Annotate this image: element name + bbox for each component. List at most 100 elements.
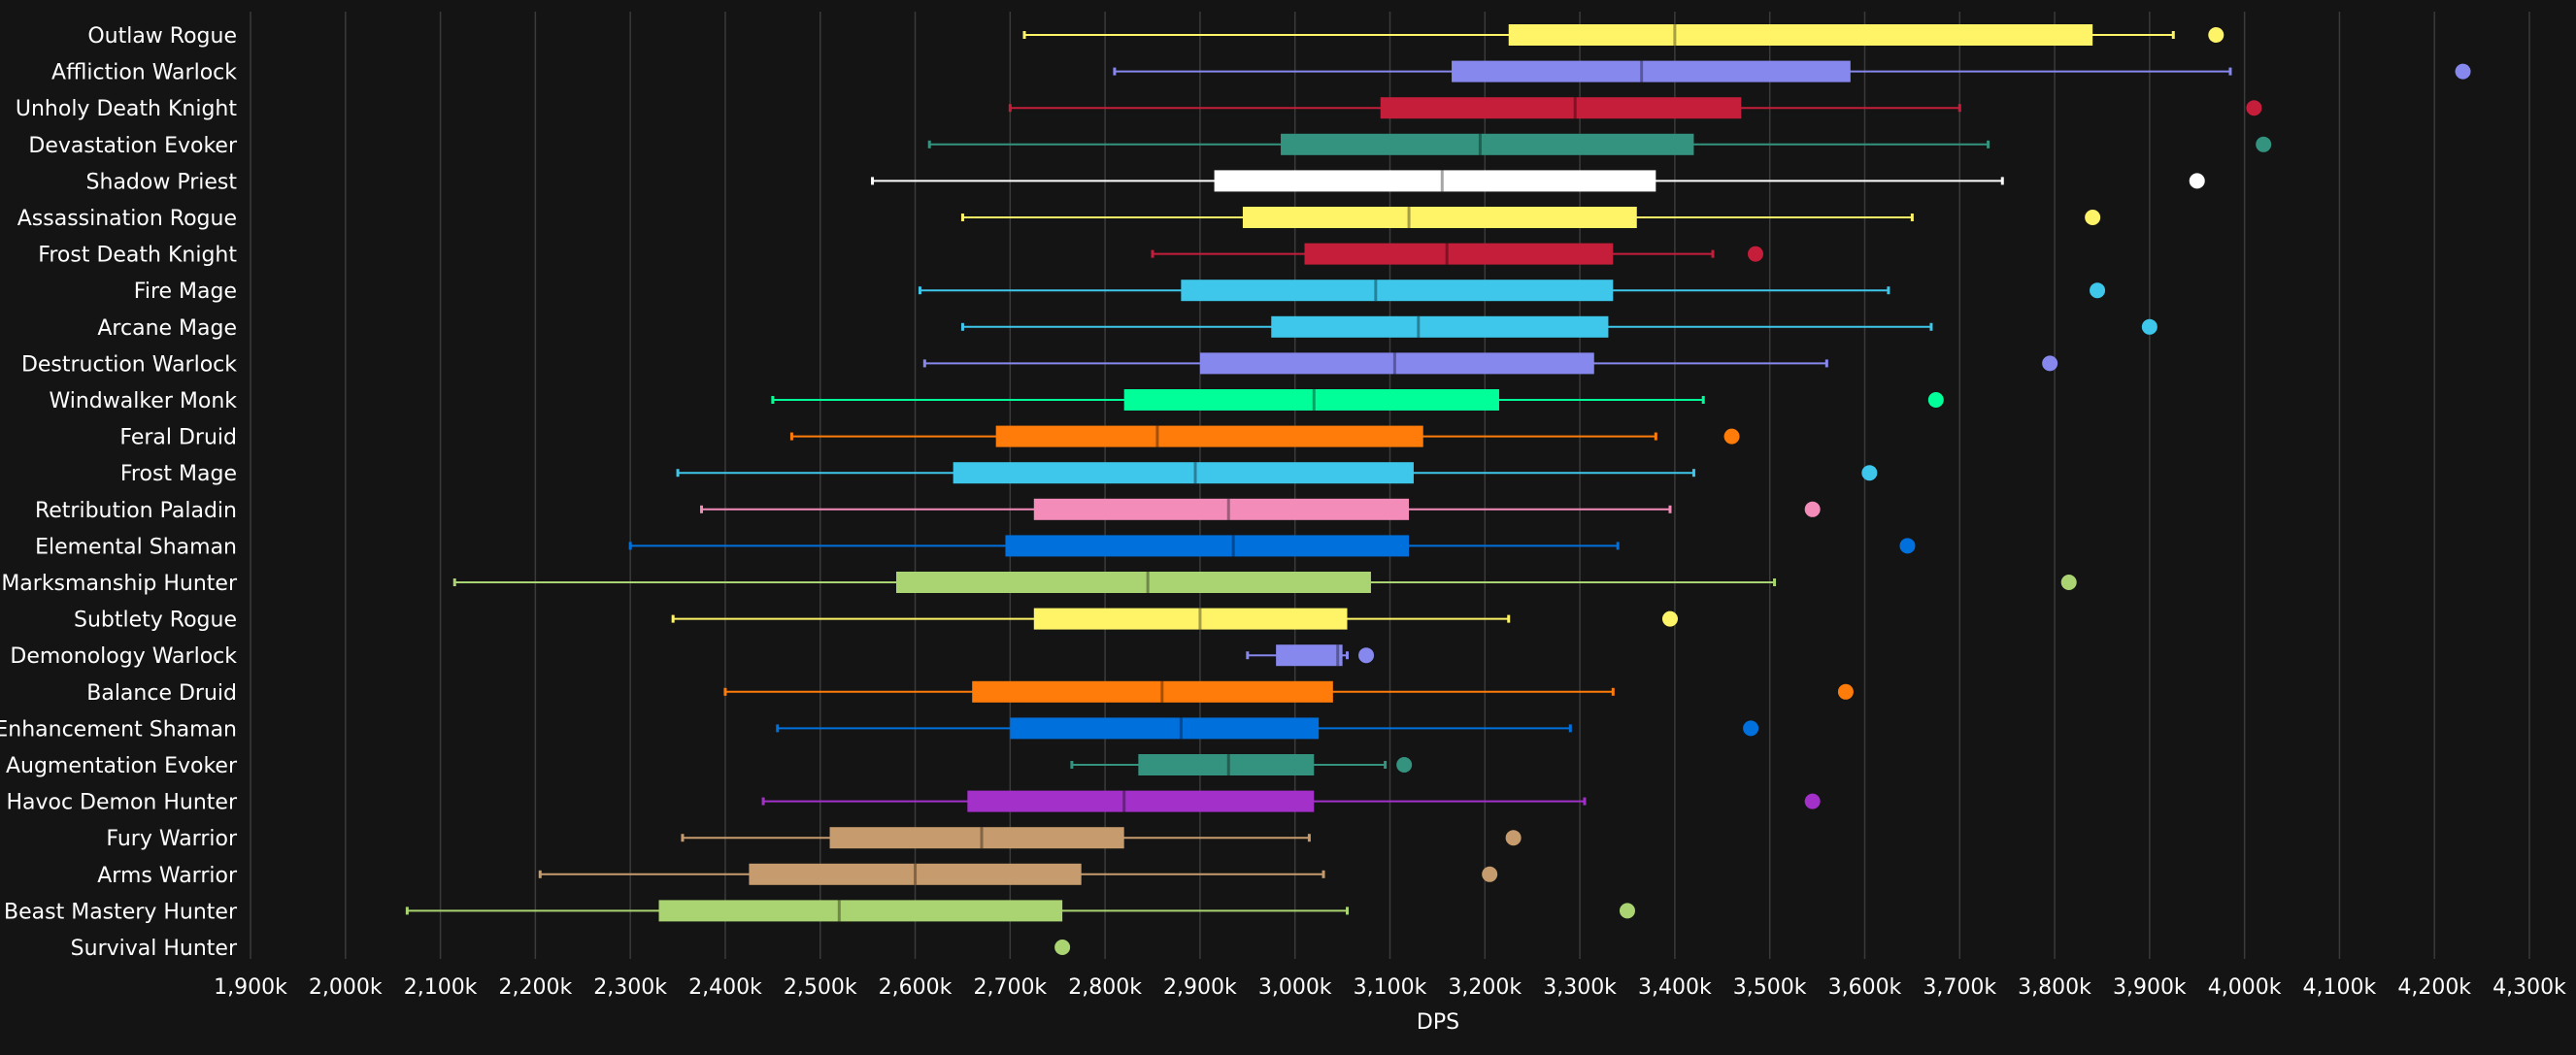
box-fury-warrior <box>681 827 1522 849</box>
x-tick-label: 3,000k <box>1258 975 1332 1000</box>
iqr-box <box>829 827 1124 849</box>
box-fire-mage <box>918 280 2106 302</box>
box-arcane-mage <box>960 315 2158 338</box>
iqr-box <box>1281 133 1694 155</box>
category-label: Arcane Mage <box>97 316 237 341</box>
iqr-box <box>995 425 1423 447</box>
boxes <box>405 24 2471 955</box>
x-tick-label: 3,700k <box>1923 975 1996 1000</box>
outlier-point <box>1482 866 1498 882</box>
iqr-box <box>1123 389 1499 411</box>
iqr-box <box>953 462 1414 484</box>
x-tick-label: 1,900k <box>214 975 287 1000</box>
outlier-point <box>1505 830 1522 846</box>
iqr-box <box>1380 97 1742 119</box>
x-tick-label: 2,100k <box>404 975 478 1000</box>
category-label: Shadow Priest <box>86 170 238 194</box>
outlier-point <box>2256 136 2272 152</box>
category-label: Survival Hunter <box>71 937 238 961</box>
iqr-box <box>895 572 1371 593</box>
category-labels: Outlaw Rogue Affliction Warlock Unholy Dea… <box>0 24 238 961</box>
x-tick-label: 4,100k <box>2303 975 2377 1000</box>
box-retribution-paladin <box>700 498 1821 520</box>
category-label: Marksmanship Hunter <box>1 572 238 596</box>
outlier-point <box>1743 720 1759 737</box>
iqr-box <box>1138 754 1315 775</box>
x-tick-label: 2,000k <box>309 975 383 1000</box>
x-tick-label: 2,500k <box>784 975 857 1000</box>
iqr-box <box>1033 498 1410 520</box>
x-tick-label: 2,600k <box>879 975 953 1000</box>
x-tick-label: 2,700k <box>973 975 1047 1000</box>
outlier-point <box>1899 538 1916 554</box>
category-label: Affliction Warlock <box>51 61 237 85</box>
x-tick-label: 2,200k <box>499 975 573 1000</box>
box-shadow-priest <box>871 170 2205 192</box>
outlier-point <box>1661 610 1678 627</box>
box-arms-warrior <box>538 863 1498 885</box>
outlier-point <box>2189 173 2205 189</box>
iqr-box <box>967 790 1315 812</box>
category-label: Fire Mage <box>134 280 237 304</box>
category-label: Frost Death Knight <box>38 244 237 268</box>
iqr-box <box>749 863 1082 885</box>
outlier-point <box>2085 210 2101 225</box>
box-unholy-death-knight <box>1008 97 2262 119</box>
box-subtlety-rogue <box>671 608 1678 630</box>
outlier-point <box>1804 501 1821 517</box>
iqr-box <box>1271 315 1609 338</box>
iqr-box <box>1452 60 1851 82</box>
outlier-point <box>1723 428 1740 445</box>
outlier-point <box>1804 793 1821 809</box>
box-demonology-warlock <box>1246 644 1375 667</box>
category-label: Balance Druid <box>86 681 237 706</box>
category-label: Frost Mage <box>120 462 237 486</box>
x-tick-label: 3,400k <box>1638 975 1712 1000</box>
outlier-point <box>1747 246 1763 262</box>
iqr-box <box>1033 608 1348 630</box>
x-tick-label: 3,600k <box>1828 975 1902 1000</box>
outlier-point <box>2246 100 2262 116</box>
box-beast-mastery-hunter <box>405 900 1635 922</box>
category-label: Windwalker Monk <box>49 389 237 413</box>
box-enhancement-shaman <box>776 717 1759 740</box>
category-label: Devastation Evoker <box>28 134 238 158</box>
box-devastation-evoker <box>927 133 2272 155</box>
outlier-point <box>1619 903 1635 919</box>
iqr-box <box>1304 243 1614 265</box>
category-label: Havoc Demon Hunter <box>6 791 237 815</box>
box-outlaw-rogue <box>1022 24 2225 46</box>
category-label: Unholy Death Knight <box>16 97 237 121</box>
iqr-box <box>1242 207 1637 228</box>
x-tick-label: 3,500k <box>1733 975 1807 1000</box>
x-tick-label: 3,800k <box>2018 975 2091 1000</box>
category-label: Enhancement Shaman <box>0 717 237 742</box>
iqr-box <box>1199 352 1594 375</box>
category-label: Elemental Shaman <box>35 535 237 559</box>
category-label: Outlaw Rogue <box>87 24 237 49</box>
iqr-box <box>1508 24 2093 46</box>
category-label: Assassination Rogue <box>17 207 237 231</box>
x-tick-labels: 1,900k 2,000k 2,100k 2,200k 2,300k 2,400k 2,50… <box>214 975 2566 1000</box>
iqr-box <box>1010 717 1320 740</box>
outlier-point <box>2060 575 2077 590</box>
category-label: Beast Mastery Hunter <box>4 900 238 924</box>
x-tick-label: 2,900k <box>1163 975 1237 1000</box>
category-label: Feral Druid <box>119 426 237 450</box>
outlier-point <box>2141 318 2158 335</box>
iqr-box <box>1005 535 1410 557</box>
box-havoc-demon-hunter <box>761 790 1821 812</box>
box-frost-death-knight <box>1151 243 1763 265</box>
iqr-box <box>1181 280 1614 302</box>
x-tick-label: 2,400k <box>688 975 762 1000</box>
box-augmentation-evoker <box>1070 754 1413 775</box>
iqr-box <box>1214 170 1656 192</box>
category-label: Destruction Warlock <box>21 352 237 377</box>
outlier-point <box>2455 63 2471 80</box>
x-tick-label: 3,200k <box>1448 975 1522 1000</box>
outlier-point <box>1837 683 1854 700</box>
box-affliction-warlock <box>1113 60 2471 82</box>
x-tick-label: 4,200k <box>2397 975 2471 1000</box>
x-axis-title: DPS <box>1417 1010 1459 1035</box>
box-feral-druid <box>789 425 1740 447</box>
